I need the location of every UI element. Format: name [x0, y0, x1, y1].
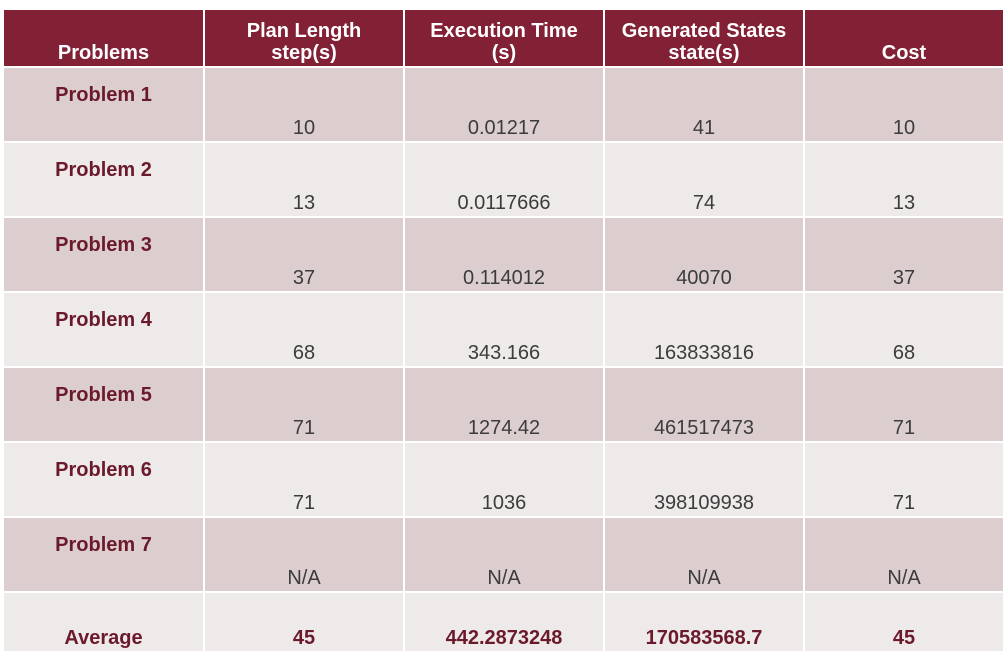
table-row: Problem 7 N/A N/A N/A N/A	[2, 516, 1005, 593]
header-problems-label: Problems	[57, 42, 150, 64]
header-cost-label: Cost	[881, 42, 927, 64]
results-table: Problems Plan Length step(s) Execution T…	[2, 8, 1005, 653]
table-row: Problem 3 37 0.114012 40070 37	[2, 216, 1005, 293]
cell-plan-length: N/A	[203, 516, 405, 593]
cell-plan-length: 10	[203, 66, 405, 143]
header-plan-length-line2: step(s)	[271, 42, 337, 64]
row-label: Problem 1	[2, 66, 205, 143]
row-label: Problem 6	[2, 441, 205, 518]
cell-execution-time: 1274.42	[403, 366, 605, 443]
cell-plan-length: 71	[203, 366, 405, 443]
table-row: Problem 5 71 1274.42 461517473 71	[2, 366, 1005, 443]
row-label: Problem 2	[2, 141, 205, 218]
cell-cost: 71	[803, 441, 1005, 518]
cell-plan-length: 68	[203, 291, 405, 368]
row-label: Problem 7	[2, 516, 205, 593]
table-row: Problem 4 68 343.166 163833816 68	[2, 291, 1005, 368]
average-generated-states: 170583568.7	[603, 591, 805, 653]
cell-execution-time: 0.114012	[403, 216, 605, 293]
header-plan-length: Plan Length step(s)	[203, 8, 405, 68]
cell-execution-time: 0.01217	[403, 66, 605, 143]
cell-cost: 13	[803, 141, 1005, 218]
cell-cost: N/A	[803, 516, 1005, 593]
header-problems: Problems	[2, 8, 205, 68]
cell-plan-length: 37	[203, 216, 405, 293]
table-row: Problem 6 71 1036 398109938 71	[2, 441, 1005, 518]
average-execution-time: 442.2873248	[403, 591, 605, 653]
header-cost: Cost	[803, 8, 1005, 68]
cell-plan-length: 71	[203, 441, 405, 518]
cell-execution-time: 343.166	[403, 291, 605, 368]
average-plan-length: 45	[203, 591, 405, 653]
average-row: Average 45 442.2873248 170583568.7 45	[2, 591, 1005, 653]
cell-generated-states: 163833816	[603, 291, 805, 368]
header-execution-time-line2: (s)	[491, 42, 517, 64]
row-label: Problem 3	[2, 216, 205, 293]
header-plan-length-line1: Plan Length	[246, 20, 362, 42]
table-row: Problem 2 13 0.0117666 74 13	[2, 141, 1005, 218]
cell-execution-time: N/A	[403, 516, 605, 593]
cell-plan-length: 13	[203, 141, 405, 218]
cell-generated-states: 74	[603, 141, 805, 218]
results-table-container: Problems Plan Length step(s) Execution T…	[2, 8, 1005, 653]
cell-execution-time: 0.0117666	[403, 141, 605, 218]
cell-generated-states: N/A	[603, 516, 805, 593]
cell-generated-states: 461517473	[603, 366, 805, 443]
cell-cost: 10	[803, 66, 1005, 143]
average-cost: 45	[803, 591, 1005, 653]
average-label: Average	[2, 591, 205, 653]
row-label: Problem 5	[2, 366, 205, 443]
cell-cost: 68	[803, 291, 1005, 368]
cell-cost: 71	[803, 366, 1005, 443]
header-row: Problems Plan Length step(s) Execution T…	[2, 8, 1005, 68]
cell-generated-states: 40070	[603, 216, 805, 293]
header-generated-states: Generated States state(s)	[603, 8, 805, 68]
table-row: Problem 1 10 0.01217 41 10	[2, 66, 1005, 143]
header-generated-states-line2: state(s)	[668, 42, 740, 64]
cell-generated-states: 398109938	[603, 441, 805, 518]
header-execution-time-line1: Execution Time	[430, 20, 578, 42]
row-label: Problem 4	[2, 291, 205, 368]
cell-generated-states: 41	[603, 66, 805, 143]
header-execution-time: Execution Time (s)	[403, 8, 605, 68]
header-generated-states-line1: Generated States	[621, 20, 787, 42]
cell-execution-time: 1036	[403, 441, 605, 518]
cell-cost: 37	[803, 216, 1005, 293]
